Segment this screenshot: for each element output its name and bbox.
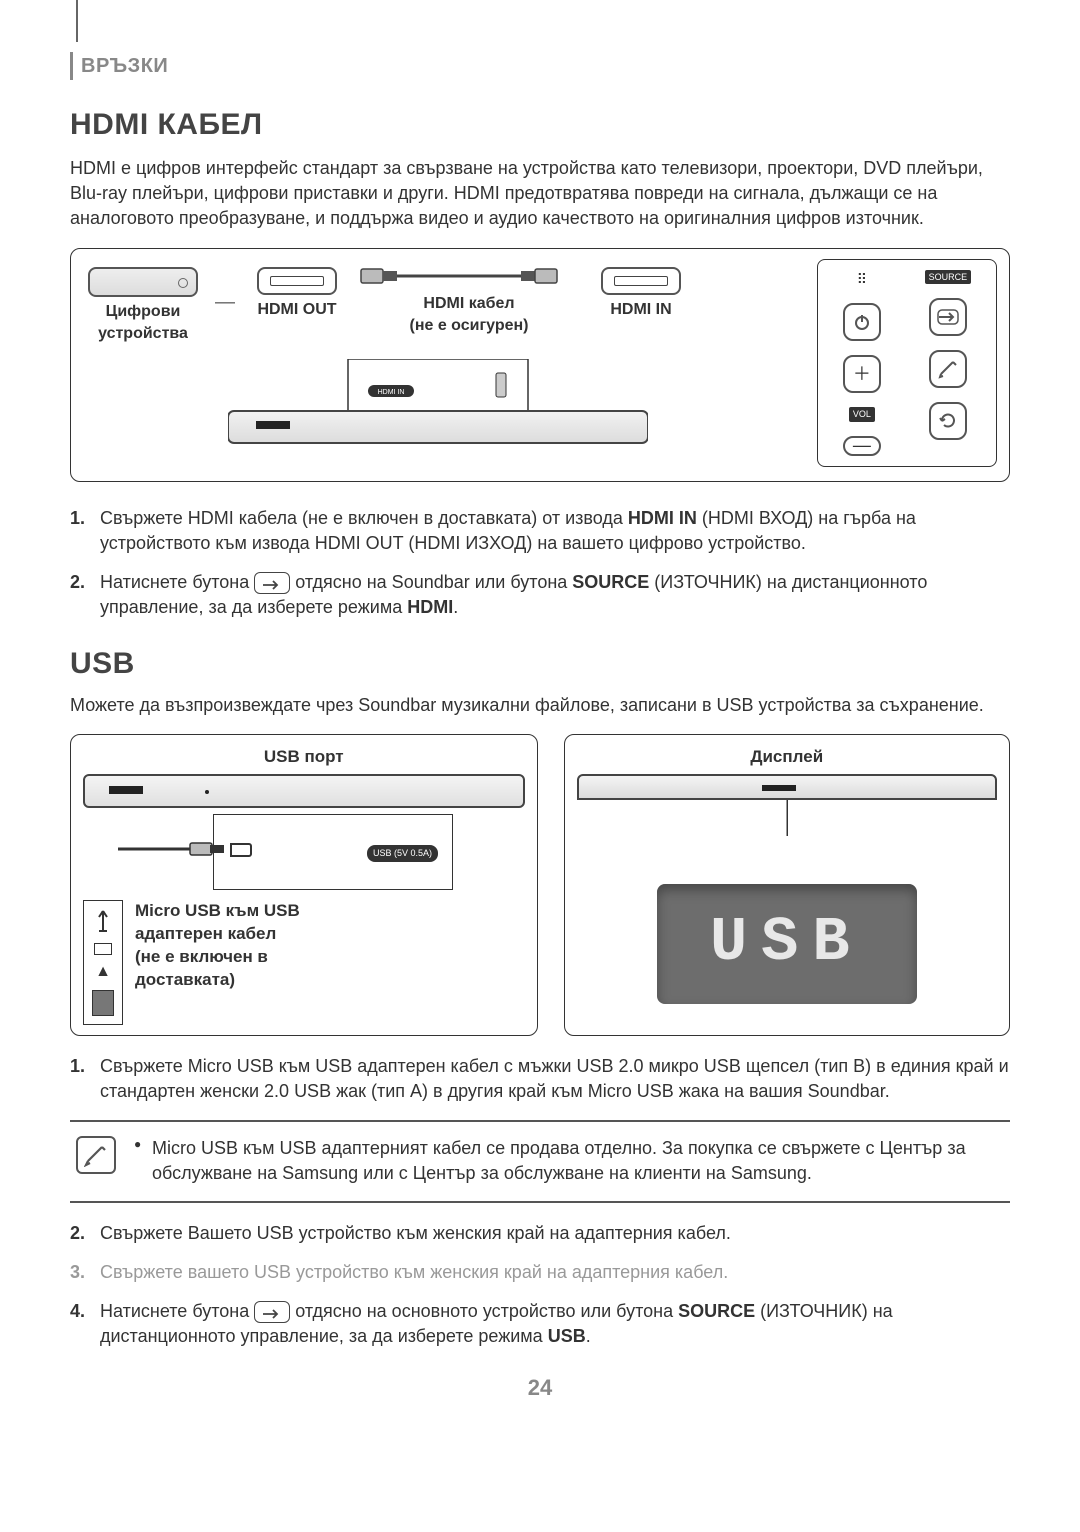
vol-up-icon: ＋ — [843, 355, 881, 393]
vol-label: VOL — [849, 407, 875, 422]
power-button-icon — [843, 303, 881, 341]
hdmi-steps: Свържете HDMI кабела (не е включен в дос… — [70, 506, 1010, 621]
hdmi-diagram: Цифрови устройства — HDMI OUT HDMI кабел… — [70, 248, 1010, 482]
note-block: Micro USB към USB адаптерният кабел се п… — [70, 1120, 1010, 1202]
soundbar-front-icon — [577, 774, 997, 800]
adapter-label-1: Micro USB към USB — [135, 900, 300, 923]
hdmi-out-label: HDMI OUT — [247, 299, 347, 321]
usb-port-closeup: USB (5V 0.5A) — [213, 814, 453, 890]
hdmi-step-1: Свържете HDMI кабела (не е включен в дос… — [70, 506, 1010, 556]
usb-steps: Свържете Micro USB към USB адаптерен каб… — [70, 1054, 1010, 1104]
usb-5v-tag: USB (5V 0.5A) — [367, 845, 438, 862]
usb-diagram: USB порт USB (5V 0.5A) ▲ Micro USB към U… — [70, 734, 1010, 1036]
source-inline-icon — [254, 572, 290, 594]
note-text: Micro USB към USB адаптерният кабел се п… — [134, 1136, 1004, 1186]
usb-step-4: Натиснете бутона отдясно на основното ус… — [70, 1299, 1010, 1349]
usb-step-2: Свържете Вашето USB устройство към женск… — [70, 1221, 1010, 1246]
usb-step-3: Свържете вашето USB устройство към женск… — [70, 1260, 1010, 1285]
digital-devices-label: Цифрови устройства — [83, 301, 203, 346]
hdmi-step-2: Натиснете бутона отдясно на Soundbar или… — [70, 570, 1010, 620]
page-top-rule — [76, 0, 78, 42]
hdmi-intro: HDMI е цифров интерфейс стандарт за свър… — [70, 156, 1010, 232]
digital-device-icon — [88, 267, 198, 297]
usb-port-panel: USB порт USB (5V 0.5A) ▲ Micro USB към U… — [70, 734, 538, 1036]
repeat-button-icon — [929, 402, 967, 440]
soundbar-side-panel: ⠿ ＋ VOL — SOURCE — [817, 259, 997, 467]
adapter-label-3: (не е включен в — [135, 946, 300, 969]
source-inline-icon-2 — [254, 1301, 290, 1323]
display-label: Дисплей — [577, 745, 997, 769]
display-pointer-icon — [577, 800, 997, 840]
source-label: SOURCE — [925, 270, 972, 285]
usb-adapter-plug-icon: ▲ — [83, 900, 123, 1024]
note-icon — [76, 1136, 116, 1174]
usb-intro: Можете да възпроизвеждате чрез Soundbar … — [70, 693, 1010, 718]
source-button-icon — [929, 298, 967, 336]
hdmi-cable-not-included: (не е осигурен) — [359, 315, 579, 337]
settings-button-icon — [929, 350, 967, 388]
hdmi-in-port-icon — [601, 267, 681, 295]
adapter-label-4: доставката) — [135, 969, 300, 992]
section-tag: ВРЪЗКИ — [70, 52, 1010, 80]
vol-down-icon: — — [843, 436, 881, 456]
hdmi-soundbar-icon: HDMI IN — [228, 359, 648, 456]
hdmi-cable-label: HDMI кабел — [359, 293, 579, 315]
usb-display-panel: Дисплей USB — [564, 734, 1010, 1036]
usb-display-readout: USB — [657, 884, 917, 1004]
adapter-label-2: адаптерен кабел — [135, 923, 300, 946]
hdmi-heading: HDMI КАБЕЛ — [70, 104, 1010, 146]
usb-heading: USB — [70, 643, 1010, 685]
page-number: 24 — [70, 1373, 1010, 1404]
hdmi-in-tag: HDMI IN — [378, 389, 405, 396]
cable-line-icon: — — [215, 288, 235, 316]
usb-steps-cont: Свържете Вашето USB устройство към женск… — [70, 1221, 1010, 1350]
usb-port-label: USB порт — [83, 745, 525, 769]
hdmi-cable-icon — [359, 259, 559, 293]
hdmi-out-port-icon — [257, 267, 337, 295]
soundbar-top-icon — [83, 774, 525, 808]
hdmi-in-label: HDMI IN — [591, 299, 691, 321]
usb-step-1: Свържете Micro USB към USB адаптерен каб… — [70, 1054, 1010, 1104]
